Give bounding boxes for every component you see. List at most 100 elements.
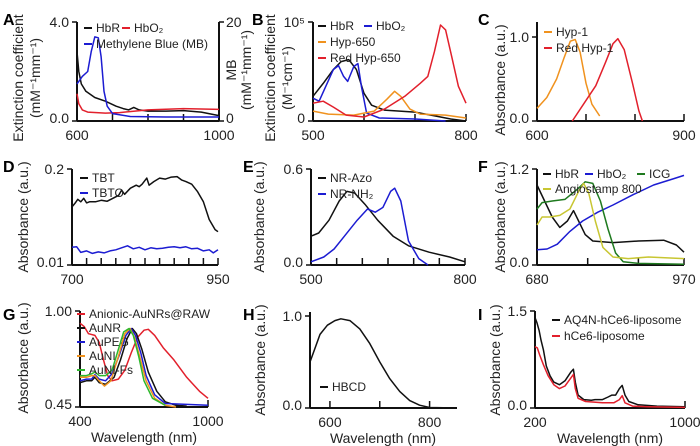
y2-tick-label: 20: [226, 14, 242, 30]
legend-label: HbR: [96, 21, 120, 35]
legend-label: HbO₂: [376, 19, 406, 33]
y-axis-label: Absorbance (a.u.): [492, 161, 508, 272]
x-tick-label: 1000: [192, 413, 223, 429]
legend-label: TBTO: [92, 186, 124, 200]
x-tick-label: 970: [672, 271, 696, 287]
y-tick-label: 0.6: [284, 161, 304, 177]
x-tick-label: 1000: [669, 414, 700, 430]
x-tick-label: 680: [525, 271, 549, 287]
panel-b: B 500 800 0 10⁵ Extinction coefficient (M⁻¹cm⁻…: [252, 12, 478, 143]
x-tick-label: 900: [672, 127, 696, 143]
panel-h: H 600 800 0.0 1.0 Absorbance (a.u.) Wavelength…: [243, 304, 458, 446]
legend-label: Hyp-650: [330, 35, 376, 49]
series-line-hyp-1: [536, 38, 601, 117]
series-line-nr-nh-: [310, 187, 429, 266]
x-tick-label: 800: [418, 414, 442, 430]
y-tick-label: 4.0: [50, 14, 70, 30]
series-line-hbr: [536, 184, 685, 253]
y-tick-label: 0.45: [45, 396, 72, 412]
y-tick-label: 1.0: [510, 29, 530, 45]
series-line-aq4n-hce6-liposome: [534, 317, 686, 408]
series-line-aupeg: [79, 327, 209, 407]
y-tick-label: 0.01: [37, 254, 64, 270]
y-tick-label: 0.0: [284, 254, 304, 270]
legend-label: AuNI-Fs: [89, 363, 133, 377]
legend-label: NR-NH₂: [330, 187, 374, 201]
panel-letter: G: [3, 307, 15, 324]
x-tick-label: 600: [525, 127, 549, 143]
legend-label: Red Hyp-1: [556, 41, 614, 55]
legend-label: HbO₂: [597, 167, 627, 181]
y-tick-label: 0.2: [45, 161, 65, 177]
y-axis-label: Absorbance (a.u.): [251, 161, 267, 272]
y-tick-label: 1.00: [45, 303, 72, 319]
y-axis-label: Absorbance (a.u.): [487, 304, 503, 415]
legend-label: AQ4N-hCe6-liposome: [564, 313, 682, 327]
legend-label: AuNR: [89, 321, 121, 335]
y2-axis-label: (mM⁻¹mm⁻¹): [238, 30, 254, 110]
y-tick-label: 0.0: [510, 110, 530, 126]
y-tick-label: 0: [297, 110, 305, 126]
legend-label: Anionic-AuNRs@RAW: [89, 307, 211, 321]
panel-letter: A: [3, 12, 15, 29]
x-tick-label: 800: [453, 271, 477, 287]
series-line-angiostamp-800: [536, 182, 685, 260]
legend-label: Methylene Blue (MB): [96, 37, 208, 51]
legend-label: HbR: [330, 19, 354, 33]
series-line-hbr: [76, 51, 220, 117]
legend-label: HbO₂: [134, 21, 164, 35]
panel-letter: D: [3, 159, 15, 176]
y-axis-label: Extinction coefficient: [10, 14, 26, 141]
series-line-red-hyp-1: [571, 37, 644, 122]
series-line-hce6-liposome: [534, 345, 686, 409]
y-axis-label: Extinction coefficient: [262, 14, 278, 141]
legend-label: NR-Azo: [330, 171, 372, 185]
x-tick-label: 1000: [203, 127, 234, 143]
legend-label: TBT: [92, 171, 115, 185]
series-line-nr-azo: [310, 190, 466, 263]
x-axis-label: Wavelength (nm): [557, 430, 663, 446]
legend-label: Angiostamp 800: [555, 182, 642, 196]
legend-label: HbR: [555, 167, 579, 181]
x-tick-label: 600: [65, 127, 89, 143]
series-line-tbto: [71, 245, 219, 255]
y-axis-label: Absorbance (a.u.): [252, 304, 268, 415]
panel-e: E 500 800 0.0 0.6 Absorbance (a.u.) NR-Azo NR-N…: [243, 159, 477, 287]
y-axis-label: Absorbance (a.u.): [15, 161, 31, 272]
y-tick-label: 0.0: [50, 110, 70, 126]
y-tick-label: 1.5: [508, 303, 528, 319]
x-tick-label: 400: [68, 413, 92, 429]
y-tick-label: 0.0: [283, 397, 303, 413]
panel-letter: C: [478, 12, 490, 29]
x-axis-label: Wavelength (nm): [91, 429, 197, 445]
y-tick-label: 10⁵: [284, 14, 305, 30]
y-axis-label: (mM⁻¹mm⁻¹): [27, 38, 43, 118]
legend-label: ICG: [649, 167, 670, 181]
legend-label: AuNI: [89, 349, 116, 363]
panel-letter: I: [478, 307, 482, 324]
series-line-auni-fs: [80, 327, 166, 406]
series-line-hbcd: [309, 318, 458, 409]
y-tick-label: 0.0: [508, 397, 528, 413]
x-axis-label: Wavelength (nm): [330, 430, 436, 446]
x-tick-label: 500: [299, 271, 323, 287]
x-tick-label: 800: [454, 127, 478, 143]
series-line-hbo-: [76, 93, 220, 114]
panel-letter: F: [478, 159, 488, 176]
series-line-hbo-: [536, 174, 685, 251]
series-line-icg: [536, 181, 685, 265]
panel-letter: H: [243, 307, 255, 324]
panel-letter: E: [243, 159, 254, 176]
legend-label: Hyp-1: [556, 25, 588, 39]
series-line-aunr: [79, 327, 187, 407]
panel-letter: B: [252, 12, 264, 29]
x-tick-label: 700: [60, 271, 84, 287]
x-tick-label: 950: [206, 271, 230, 287]
y-axis-label: (M⁻¹cm⁻¹): [279, 46, 295, 110]
y-tick-label: 1.2: [510, 161, 530, 177]
series-line-red-hyp-650: [312, 24, 467, 118]
series-line-anionic-aunrs-raw: [79, 322, 209, 399]
y-tick-label: 0.0: [510, 254, 530, 270]
